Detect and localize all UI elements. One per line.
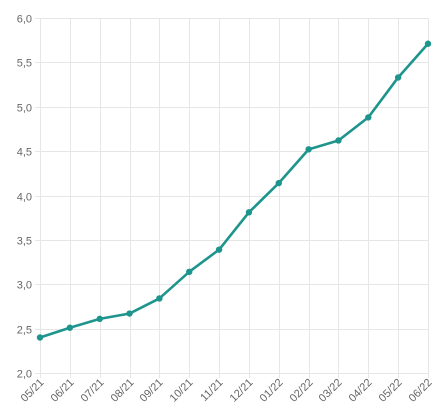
x-tick-label: 07/21 bbox=[79, 377, 107, 405]
x-tick-label: 04/22 bbox=[347, 377, 375, 405]
data-point bbox=[186, 268, 193, 276]
y-tick-label: 3,0 bbox=[17, 280, 32, 292]
series-line bbox=[38, 42, 430, 339]
x-tick-label: 08/21 bbox=[109, 377, 137, 405]
data-point bbox=[215, 246, 223, 253]
x-tick-label: 10/21 bbox=[168, 377, 196, 405]
data-point bbox=[156, 295, 163, 302]
y-tick-label: 2,0 bbox=[17, 369, 32, 381]
x-axis-tick-labels: 05/21 06/21 07/21 08/21 09/21 10/21 11/21 12/21… bbox=[19, 377, 435, 405]
y-tick-label: 4,5 bbox=[17, 147, 32, 159]
y-tick-label: 3,5 bbox=[17, 236, 32, 248]
x-tick-label: 01/22 bbox=[258, 377, 286, 405]
x-tick-label: 03/22 bbox=[317, 377, 345, 405]
y-tick-label: 5,5 bbox=[17, 58, 32, 70]
x-tick-label: 05/22 bbox=[377, 377, 405, 405]
data-point bbox=[36, 334, 44, 341]
y-tick-label: 2,5 bbox=[17, 325, 32, 337]
x-tick-label: 02/22 bbox=[288, 377, 316, 405]
data-point bbox=[424, 40, 432, 47]
data-point bbox=[245, 209, 253, 216]
x-tick-label: 05/21 bbox=[19, 377, 47, 405]
x-gridlines bbox=[40, 18, 429, 378]
x-tick-label: 06/21 bbox=[49, 377, 77, 405]
x-tick-label: 12/21 bbox=[228, 377, 256, 405]
x-tick-label: 11/21 bbox=[198, 377, 225, 404]
y-tick-label: 5,0 bbox=[17, 103, 32, 115]
data-point bbox=[66, 324, 74, 331]
data-point bbox=[126, 310, 133, 317]
data-point bbox=[275, 179, 282, 187]
data-point bbox=[96, 315, 103, 323]
data-points bbox=[36, 40, 432, 341]
data-point bbox=[305, 146, 312, 153]
data-point bbox=[365, 114, 372, 121]
data-point bbox=[394, 74, 402, 81]
y-tick-label: 4,0 bbox=[17, 192, 32, 204]
x-tick-label: 06/22 bbox=[407, 377, 435, 405]
y-axis-tick-labels: 2,0 2,5 3,0 3,5 4,0 4,5 5,0 5,5 6,0 bbox=[17, 14, 32, 381]
x-tick-label: 09/21 bbox=[138, 377, 166, 405]
data-point bbox=[335, 137, 342, 144]
y-tick-label: 6,0 bbox=[17, 14, 32, 26]
